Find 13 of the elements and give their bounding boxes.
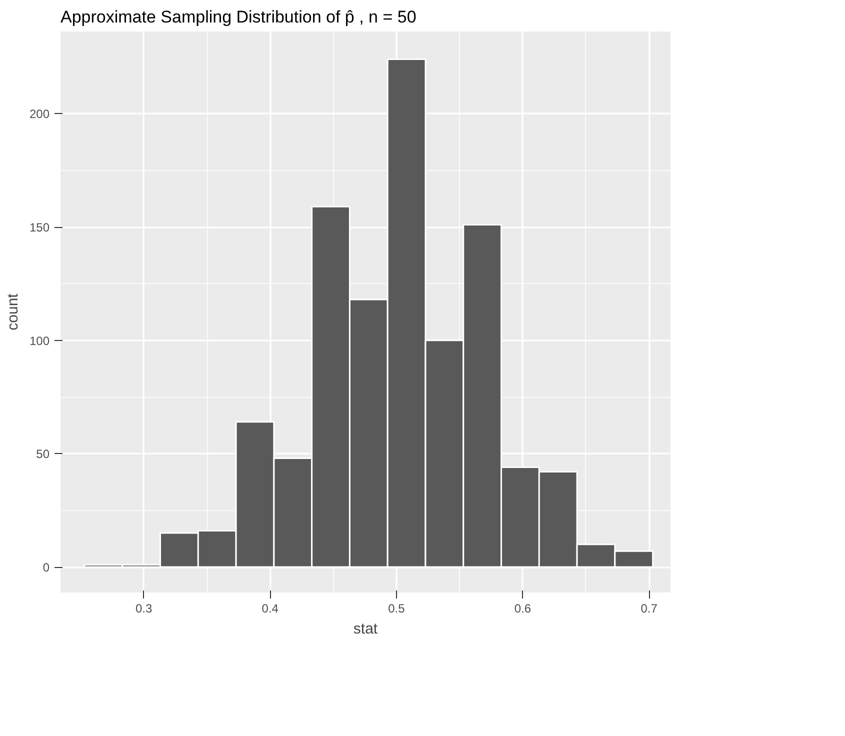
chart-title: Approximate Sampling Distribution of p̂ , n = 50: [60, 8, 416, 26]
x-tick-label: 0.5: [388, 602, 406, 616]
y-tick-label: 100: [29, 334, 50, 348]
y-tick-label: 200: [29, 107, 50, 122]
y-tick-label: 150: [29, 220, 50, 234]
y-axis-title: count: [4, 292, 22, 330]
x-tick-label: 0.4: [262, 602, 279, 616]
x-tick-label: 0.6: [514, 602, 532, 616]
x-axis-title: stat: [353, 620, 378, 638]
y-tick-label: 0: [42, 560, 50, 574]
y-tick-label: 50: [36, 447, 50, 462]
x-tick-label: 0.3: [136, 602, 153, 616]
x-tick-label: 0.7: [640, 602, 658, 616]
